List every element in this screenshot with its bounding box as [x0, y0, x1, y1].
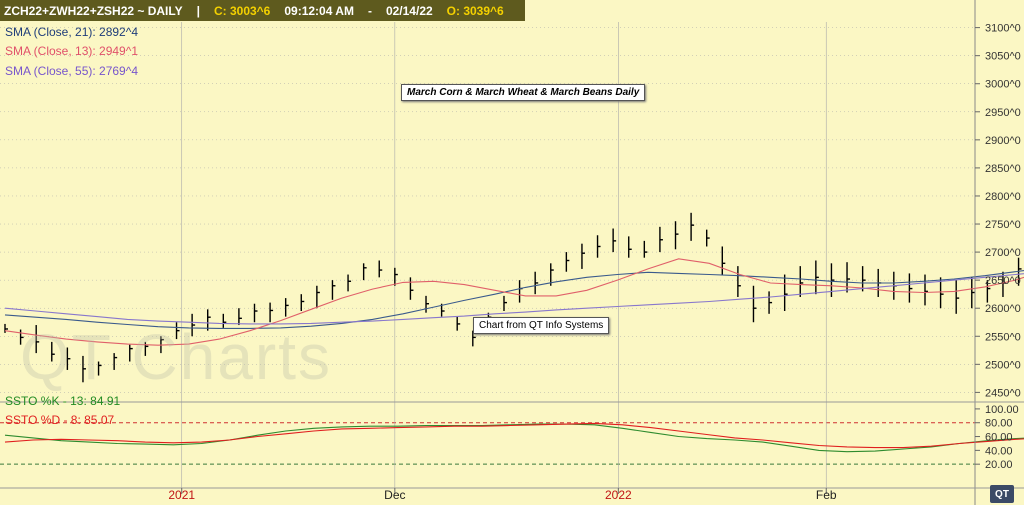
- price-tick-label: 2850^0: [985, 163, 1021, 175]
- price-tick-label: 2650^0: [985, 275, 1021, 287]
- legend-sma55: SMA (Close, 55): 2769^4: [5, 64, 139, 78]
- price-tick-label: 2800^0: [985, 191, 1021, 203]
- header-dash: -: [367, 3, 372, 18]
- price-tick-label: 3000^0: [985, 79, 1021, 91]
- price-tick-label: 2900^0: [985, 135, 1021, 147]
- close-price-label: C: 3003^6: [213, 3, 271, 18]
- price-tick-label: 2450^0: [985, 387, 1021, 399]
- price-tick-label: 3050^0: [985, 51, 1021, 63]
- osc-tick-label: 100.00: [985, 404, 1019, 416]
- ssto-k-line: [4, 423, 1024, 453]
- osc-tick-label: 60.00: [985, 432, 1013, 444]
- time-label: 09:12:04 AM: [284, 3, 354, 18]
- sma21-line: [4, 270, 1024, 329]
- oscillator-layer: [4, 422, 1024, 453]
- source-annotation: Chart from QT Info Systems: [473, 317, 610, 334]
- legend-sma21: SMA (Close, 21): 2892^4: [5, 25, 139, 39]
- legend-ssto-k: SSTO %K - 13: 84.91: [5, 394, 121, 408]
- price-tick-label: 2500^0: [985, 359, 1021, 371]
- price-tick-label: 2700^0: [985, 247, 1021, 259]
- sma55-line: [4, 273, 1024, 325]
- legend-sma13: SMA (Close, 13): 2949^1: [5, 44, 139, 58]
- price-tick-label: 3100^0: [985, 23, 1021, 35]
- qt-logo: QT: [990, 485, 1014, 503]
- open-price-label: O: 3039^6: [446, 3, 504, 18]
- legend-ssto-d: SSTO %D - 8: 85.07: [5, 413, 115, 427]
- osc-tick-label: 20.00: [985, 459, 1013, 471]
- date-label: 02/14/22: [385, 3, 433, 18]
- symbol-label: ZCH22+ZWH22+ZSH22 ~ DAILY: [4, 3, 183, 18]
- price-tick-label: 2600^0: [985, 303, 1021, 315]
- price-tick-label: 2950^0: [985, 107, 1021, 119]
- time-tick-label: 2021: [168, 488, 195, 502]
- ssto-d-line: [4, 422, 1024, 449]
- price-tick-label: 2550^0: [985, 331, 1021, 343]
- price-tick-label: 2750^0: [985, 219, 1021, 231]
- time-tick-label: 2022: [605, 488, 632, 502]
- header-separator: |: [196, 3, 200, 18]
- osc-tick-label: 40.00: [985, 445, 1013, 457]
- sma13-line: [4, 258, 1024, 346]
- osc-tick-label: 80.00: [985, 418, 1013, 430]
- time-tick-label: Feb: [816, 488, 837, 502]
- chart-header-bar: ZCH22+ZWH22+ZSH22 ~ DAILY | C: 3003^6 09…: [0, 0, 525, 21]
- chart-title-annotation: March Corn & March Wheat & March Beans D…: [401, 84, 646, 101]
- time-tick-label: Dec: [384, 488, 405, 502]
- watermark: QT Charts: [20, 321, 332, 393]
- moving-average-layer: [4, 258, 1024, 346]
